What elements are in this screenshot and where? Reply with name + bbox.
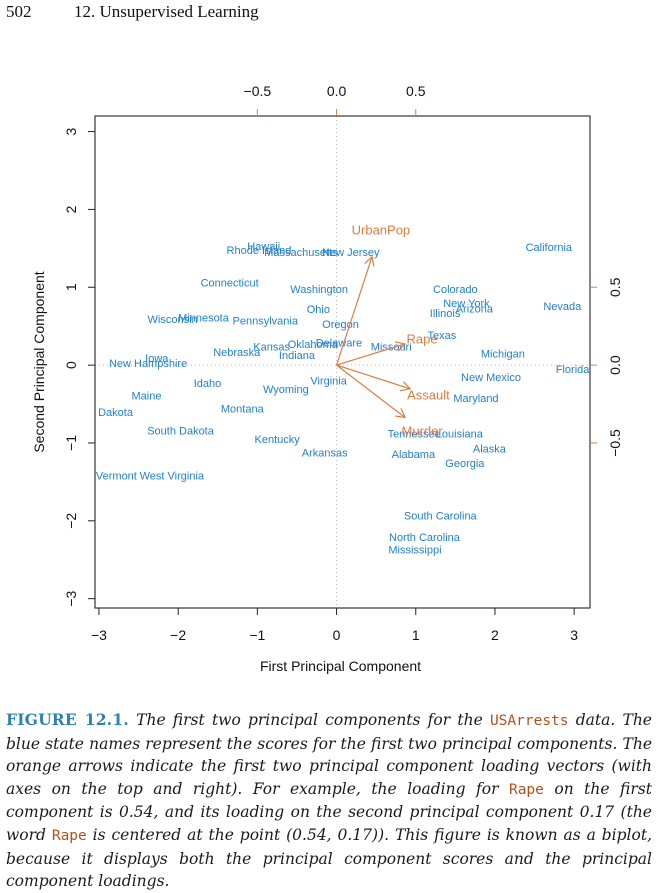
loading-label: Assault	[407, 388, 450, 403]
state-score-label: Arizona	[456, 303, 494, 315]
state-score-label: New Mexico	[461, 372, 521, 384]
right-tick-label: −0.5	[607, 429, 623, 457]
y-tick-label: −2	[63, 513, 79, 529]
state-score-label: California	[526, 242, 573, 254]
x-tick-label: 3	[570, 627, 578, 643]
state-score-label: Hawaii	[247, 241, 280, 253]
top-tick-label: −0.5	[244, 83, 272, 99]
state-score-label: Indiana	[279, 350, 316, 362]
state-score-label: Alabama	[392, 449, 436, 461]
caption-code: Rape	[51, 827, 87, 844]
caption-code: USArrests	[489, 713, 569, 729]
caption-text: on the first component is 0.54, and its …	[6, 779, 652, 844]
state-score-label: North Carolina	[389, 532, 461, 544]
loading-arrow	[336, 364, 405, 417]
x-tick-label: −1	[249, 627, 265, 643]
state-score-label: Arkansas	[302, 447, 348, 459]
state-score-label: Oregon	[322, 319, 359, 331]
x-tick-label: 1	[412, 627, 420, 643]
state-score-label: South Dakota	[147, 426, 215, 438]
x-tick-label: −2	[170, 627, 186, 643]
x-axis-title: First Principal Component	[260, 658, 421, 674]
biplot-figure: −3 −2 −1 0 1 2 3 First Principal Component −3 −2 −…	[31, 83, 623, 674]
loading-arrow	[336, 344, 405, 366]
figure-caption: FIGURE 12.1. The first two principal com…	[6, 709, 652, 893]
state-score-label: Louisiana	[436, 429, 484, 441]
state-score-label: Nebraska	[213, 347, 261, 359]
y-tick-label: 0	[63, 361, 79, 369]
state-score-label: Alaska	[473, 443, 507, 455]
state-score-label: Georgia	[445, 458, 485, 470]
running-title: 12. Unsupervised Learning	[74, 2, 259, 21]
y-tick-label: 3	[63, 127, 79, 135]
loading-label: Murder	[402, 424, 444, 439]
state-score-label: Colorado	[433, 284, 478, 296]
loading-label: UrbanPop	[352, 223, 411, 238]
state-score-label: Texas	[428, 330, 457, 342]
state-score-label: Vermont	[96, 471, 137, 483]
state-score-label: Wisconsin	[148, 314, 198, 326]
state-score-label: Kentucky	[255, 434, 301, 446]
state-score-label: South Carolina	[404, 510, 478, 522]
state-score-label: Maryland	[453, 393, 498, 405]
loading-label: Rape	[407, 332, 438, 347]
caption-text: data. The blue state names represent the…	[6, 711, 652, 798]
top-tick-label: 0.0	[327, 83, 347, 99]
top-tick-label: 0.5	[406, 83, 426, 99]
y-tick-label: −1	[63, 435, 79, 451]
y-tick-label: 1	[63, 283, 79, 291]
right-tick-label: 0.0	[607, 355, 623, 375]
loading-arrow	[336, 364, 410, 389]
state-score-label: Nevada	[543, 301, 582, 313]
state-score-label: Illinois	[430, 308, 461, 320]
state-score-label: Maine	[131, 390, 161, 402]
state-score-label: Washington	[290, 284, 348, 296]
figure-label: FIGURE 12.1.	[6, 710, 129, 729]
state-score-label: Wyoming	[263, 384, 309, 396]
state-score-label: North Dakota	[68, 407, 134, 419]
state-score-label: Michigan	[481, 348, 525, 360]
state-score-label: Idaho	[194, 378, 222, 390]
state-score-label: Minnesota	[178, 313, 230, 325]
state-score-label: Montana	[221, 404, 265, 416]
x-tick-label: 0	[333, 627, 341, 643]
y-tick-label: −3	[63, 590, 79, 606]
caption-text: The first two principal components for t…	[128, 711, 490, 729]
state-score-label: Mississippi	[388, 545, 441, 557]
running-header: 502 12. Unsupervised Learning	[0, 2, 660, 24]
state-score-label: Ohio	[307, 304, 330, 316]
state-score-label: Pennsylvania	[233, 316, 299, 328]
state-score-label: Connecticut	[201, 278, 259, 290]
state-score-label: New York	[443, 298, 490, 310]
page-number: 502	[6, 2, 32, 21]
state-score-label: Virginia	[310, 376, 347, 388]
caption-text: is centered at the point (0.54, 0.17)). …	[6, 825, 652, 891]
state-score-label: Tennessee	[388, 429, 441, 441]
x-tick-label: 2	[491, 627, 499, 643]
state-score-label: Oklahoma	[288, 339, 339, 351]
state-score-label: Iowa	[145, 353, 169, 365]
state-score-label: Kansas	[253, 341, 290, 353]
state-score-label: Florida	[556, 364, 591, 376]
state-score-label: Massachusetts	[264, 247, 338, 259]
caption-code: Rape	[508, 781, 544, 798]
y-axis-title: Second Principal Component	[31, 271, 47, 452]
state-score-label: Missouri	[371, 341, 412, 353]
loading-arrow	[335, 257, 372, 366]
state-score-label: Rhode Island	[227, 245, 292, 257]
right-tick-label: 0.5	[607, 277, 623, 297]
x-tick-label: −3	[91, 627, 107, 643]
state-score-label: Delaware	[316, 338, 362, 350]
caption-body: The first two principal components for t…	[6, 711, 652, 890]
state-score-label: New Hampshire	[109, 358, 187, 370]
state-score-label: West Virginia	[140, 471, 205, 483]
plot-frame	[94, 115, 591, 609]
y-tick-label: 2	[63, 205, 79, 213]
